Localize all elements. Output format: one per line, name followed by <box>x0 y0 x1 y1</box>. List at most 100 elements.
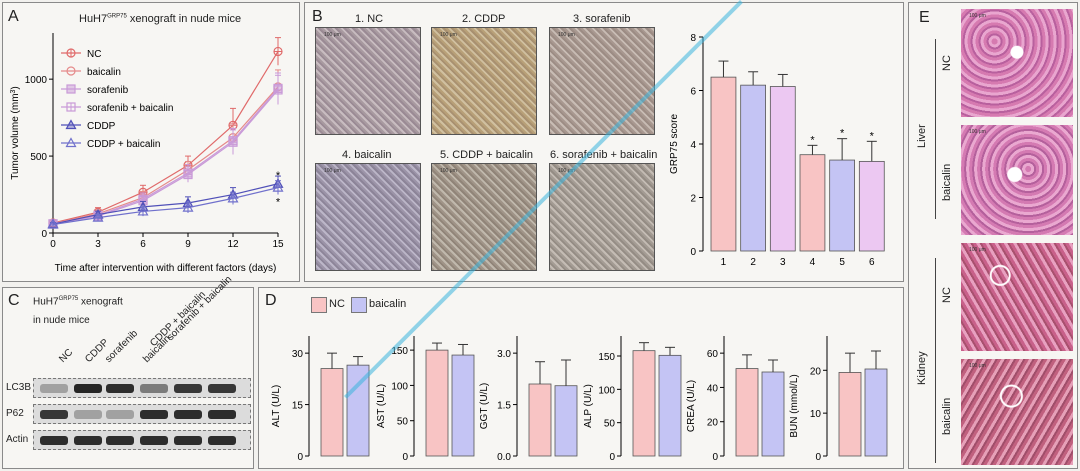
y-tick-label: 50 <box>604 419 616 430</box>
wb-col-sorafenib-baicalin: sorafenib + baicalin <box>165 274 235 343</box>
bar <box>632 350 656 457</box>
y-tick-label: 2 <box>690 194 696 205</box>
bar <box>838 372 862 457</box>
legend-marker-shape <box>66 66 76 76</box>
ihc-image-sorafenib: 100 μm <box>549 27 655 135</box>
panel-c-letter: C <box>8 292 20 309</box>
panel-b-letter: B <box>312 8 323 25</box>
wb-band <box>40 436 68 445</box>
wb-band <box>106 384 134 393</box>
y-tick-label: 100 <box>391 381 408 392</box>
panel-c-title-rest: xenograft <box>78 296 123 308</box>
he-kidney-nc: 100 μm <box>961 243 1073 351</box>
ihc-image-cddp: 100 μm <box>431 27 537 135</box>
legend-marker-shape <box>66 84 76 94</box>
panel-a-title-sup: GRP75 <box>107 13 127 20</box>
legend-baicalin-label: baicalin <box>369 298 407 310</box>
wb-row-label: LC3B <box>6 382 32 393</box>
wb-band <box>74 436 102 445</box>
y-tick-label: 0 <box>712 452 718 463</box>
x-tick-label: 9 <box>185 239 191 250</box>
legend-label: CDDP <box>87 121 116 132</box>
panel-c: C HuH7GRP75 xenograft in nude mice NC CD… <box>2 274 254 469</box>
he-kidney-baicalin: 100 μm <box>961 359 1073 465</box>
data-point-shape <box>137 205 149 216</box>
y-axis-label: CREA (U/L) <box>686 380 697 432</box>
y-tick-label: 0 <box>690 247 696 258</box>
wb-row-label: P62 <box>6 408 24 419</box>
kidney-baicalin-label: baicalin <box>941 397 953 435</box>
wb-band <box>208 410 236 419</box>
wb-col-cddp-baicalin: CDDP + baicalin <box>148 289 208 349</box>
panel-a: A HuH7GRP75 xenograft in nude mice 0 3 6 9 1… <box>2 2 300 282</box>
scale-bar: 100 μm <box>440 32 457 38</box>
legend-marker <box>65 119 77 130</box>
bar <box>710 76 737 252</box>
x-tick-label: 1 <box>721 257 727 268</box>
data-point <box>137 205 149 216</box>
y-tick-label: 1.5 <box>497 401 511 412</box>
y-tick-label: 0 <box>41 229 47 240</box>
scale-bar: 100 μm <box>558 32 575 38</box>
wb-band <box>40 410 68 419</box>
y-tick-label: 0 <box>815 452 821 463</box>
y-tick-label: 3.0 <box>497 349 511 360</box>
data-point-shape <box>92 211 104 222</box>
scale-bar: 100 μm <box>969 129 986 135</box>
data-point-shape <box>47 218 59 229</box>
bar <box>858 160 885 252</box>
ihc-label-5: 5. CDDP + baicalin <box>440 149 534 161</box>
scale-bar: 100 μm <box>969 363 986 369</box>
panel-c-title-line2: in nude mice <box>33 315 90 326</box>
group-label-kidney: Kidney <box>916 351 928 385</box>
y-tick-label: 0.0 <box>497 452 511 463</box>
legend-marker <box>65 137 77 148</box>
scale-bar: 100 μm <box>969 13 986 19</box>
legend-label: sorafenib + baicalin <box>87 103 173 114</box>
x-tick-label: 12 <box>227 239 239 250</box>
y-tick-label: 4 <box>690 140 696 151</box>
y-axis-label: ALP (U/L) <box>583 384 594 428</box>
series-line-4 <box>52 183 279 225</box>
y-tick-label: 10 <box>810 409 822 420</box>
series-line-1 <box>52 86 279 225</box>
data-point-cross <box>274 47 282 56</box>
x-tick-label: 6 <box>140 239 146 250</box>
data-point <box>47 218 59 229</box>
y-tick-label: 100 <box>598 385 615 396</box>
x-axis-label: Time after intervention with different f… <box>55 263 277 274</box>
he-liver-baicalin: 100 μm <box>961 125 1073 235</box>
wb-strip <box>33 404 251 424</box>
data-point <box>272 181 284 192</box>
y-axis-label: GRP75 score <box>669 114 680 174</box>
legend-baicalin-swatch <box>351 297 367 313</box>
legend-label: baicalin <box>87 67 121 78</box>
series-line-0 <box>52 51 279 224</box>
y-tick-label: 0 <box>609 452 615 463</box>
wb-band <box>174 410 202 419</box>
data-point-shape <box>227 192 239 203</box>
scale-bar: 100 μm <box>969 247 986 253</box>
y-tick-label: 60 <box>707 349 719 360</box>
panel-d: D NC baicalin 0 15 30 ALT (U/L) 0 50 100 150 AST… <box>258 287 904 469</box>
y-tick-label: 1000 <box>25 75 48 86</box>
panel-c-title-main: HuH7 <box>33 296 59 308</box>
y-tick-label: 0 <box>297 452 303 463</box>
legend-marker-shape <box>65 119 77 130</box>
y-axis-label-sup: 3 <box>10 89 17 93</box>
panel-a-title: HuH7GRP75 xenograft in nude mice <box>79 13 241 25</box>
wb-band <box>74 410 102 419</box>
significance-mark: * <box>810 134 815 146</box>
data-point-cross <box>229 138 237 147</box>
series-line-3 <box>52 89 279 225</box>
bar <box>864 368 888 457</box>
ihc-label-4: 4. baicalin <box>342 149 392 161</box>
panel-c-title: HuH7GRP75 xenograft <box>33 296 123 307</box>
legend-marker <box>66 84 76 94</box>
liver-bracket <box>935 39 936 219</box>
he-liver-nc: 100 μm <box>961 9 1073 117</box>
legend-label: CDDP + baicalin <box>87 139 160 150</box>
data-point <box>227 192 239 203</box>
group-label-liver: Liver <box>916 124 928 148</box>
y-axis-label-text: Tumor volume (mm <box>10 93 21 179</box>
